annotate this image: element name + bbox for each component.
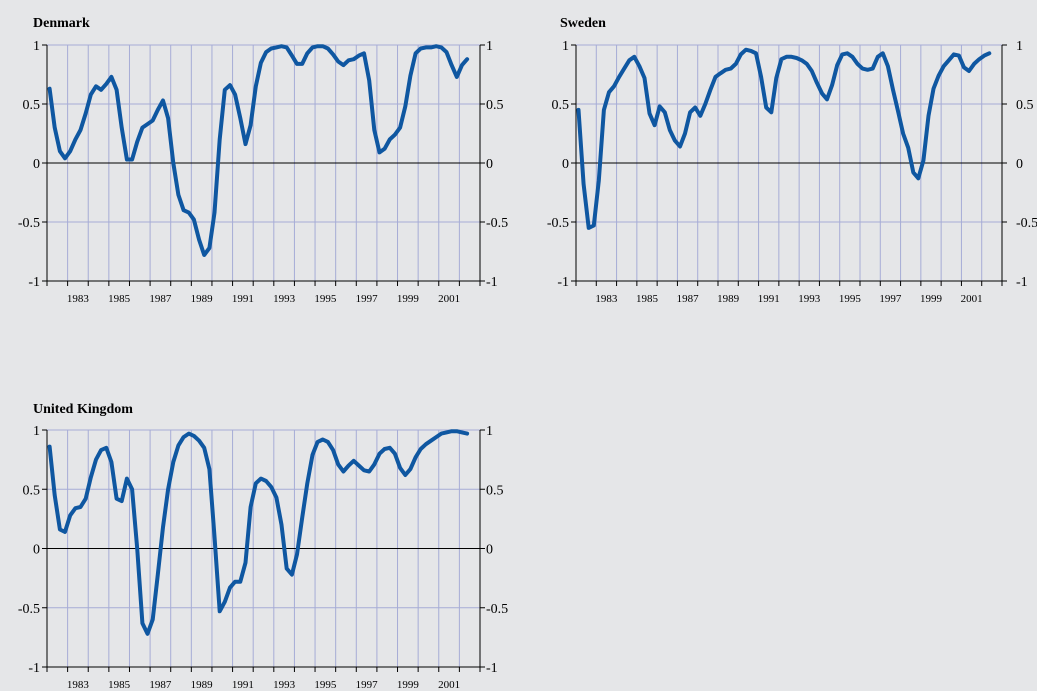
series-line <box>576 47 992 230</box>
y-tick-label-left: -0.5 <box>18 602 40 617</box>
x-tick-label: 1985 <box>108 679 131 691</box>
y-tick-label-right: -1 <box>486 661 498 676</box>
series-line <box>47 44 470 257</box>
x-tick-label: 1991 <box>758 293 780 305</box>
x-tick-label: 1993 <box>273 293 296 305</box>
y-tick-label-right: 0.5 <box>1016 98 1034 113</box>
y-tick-label-left: 0.5 <box>23 98 41 113</box>
y-tick-label-left: 0 <box>562 157 569 172</box>
y-tick-label-left: -0.5 <box>18 216 40 231</box>
x-tick-label: 1995 <box>839 293 862 305</box>
x-tick-label: 1997 <box>356 679 379 691</box>
chart-united-kingdom: United Kingdom 1 1 0.5 0.5 0 0 -0.5 -0.5 -1 -1 1983… <box>18 402 508 691</box>
series-line <box>47 429 470 636</box>
x-tick-label: 1983 <box>595 293 618 305</box>
x-tick-label: 1995 <box>314 679 337 691</box>
x-tick-label: 1989 <box>191 293 214 305</box>
x-tick-label: 1999 <box>397 679 420 691</box>
x-tick-label: 2001 <box>438 293 460 305</box>
x-tick-label: 1991 <box>232 679 254 691</box>
x-tick-label: 1983 <box>67 293 90 305</box>
x-tick-label: 1995 <box>314 293 337 305</box>
y-tick-label-left: -1 <box>557 275 569 290</box>
x-tick-label: 1997 <box>356 293 379 305</box>
x-tick-label: 2001 <box>438 679 460 691</box>
y-tick-label-right: 0 <box>486 543 493 558</box>
chart-title: Denmark <box>33 16 90 31</box>
y-tick-label-right: -1 <box>486 275 498 290</box>
chart-title: Sweden <box>560 16 606 31</box>
x-tick-label: 2001 <box>961 293 983 305</box>
y-tick-label-left: 1 <box>33 39 40 54</box>
x-tick-label: 1989 <box>717 293 740 305</box>
y-tick-label-right: -0.5 <box>486 602 508 617</box>
chart-title: United Kingdom <box>33 402 133 417</box>
y-tick-label-left: 0 <box>33 157 40 172</box>
x-tick-label: 1993 <box>798 293 821 305</box>
x-tick-label: 1991 <box>232 293 254 305</box>
y-tick-label-left: 1 <box>562 39 569 54</box>
y-tick-label-left: 0 <box>33 543 40 558</box>
y-tick-label-right: -0.5 <box>486 216 508 231</box>
x-tick-label: 1985 <box>108 293 131 305</box>
x-tick-label: 1999 <box>920 293 943 305</box>
x-tick-label: 1993 <box>273 679 296 691</box>
y-tick-label-left: -1 <box>28 275 40 290</box>
x-tick-label: 1985 <box>636 293 659 305</box>
x-tick-label: 1987 <box>149 293 172 305</box>
y-tick-label-right: 1 <box>486 39 493 54</box>
x-tick-label: 1997 <box>879 293 902 305</box>
y-tick-label-right: 0.5 <box>486 483 504 498</box>
x-tick-label: 1987 <box>149 679 172 691</box>
x-tick-label: 1999 <box>397 293 420 305</box>
y-tick-label-right: -0.5 <box>1016 216 1037 231</box>
y-tick-label-left: 0.5 <box>552 98 570 113</box>
y-tick-label-right: 1 <box>1016 39 1023 54</box>
x-tick-label: 1989 <box>191 679 214 691</box>
y-tick-label-left: -0.5 <box>547 216 569 231</box>
chart-sweden: Sweden 1 1 0.5 0.5 0 0 -0.5 -0.5 -1 -1 1983 1985 1987… <box>547 16 1037 305</box>
y-tick-label-right: -1 <box>1016 275 1028 290</box>
x-tick-label: 1987 <box>677 293 700 305</box>
chart-denmark: Denmark 1 1 0.5 0.5 0 0 -0.5 -0.5 -1 -1 1983 1985 198… <box>18 16 508 305</box>
y-tick-label-right: 1 <box>486 424 493 439</box>
y-tick-label-left: -1 <box>28 661 40 676</box>
x-tick-label: 1983 <box>67 679 90 691</box>
y-tick-label-right: 0 <box>1016 157 1023 172</box>
y-tick-label-left: 1 <box>33 424 40 439</box>
y-tick-label-right: 0 <box>486 157 493 172</box>
y-tick-label-left: 0.5 <box>23 483 41 498</box>
y-tick-label-right: 0.5 <box>486 98 504 113</box>
